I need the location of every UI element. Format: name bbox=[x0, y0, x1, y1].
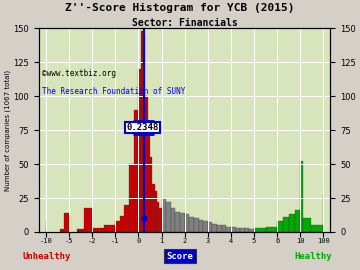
Bar bbox=[189, 217, 194, 232]
Bar bbox=[64, 213, 69, 232]
Text: The Research Foundation of SUNY: The Research Foundation of SUNY bbox=[42, 87, 185, 96]
Bar bbox=[203, 221, 208, 232]
Bar bbox=[77, 229, 84, 232]
Bar bbox=[150, 157, 152, 232]
Y-axis label: Number of companies (1067 total): Number of companies (1067 total) bbox=[4, 70, 11, 191]
Bar bbox=[154, 191, 157, 232]
Bar bbox=[249, 229, 254, 232]
Bar bbox=[198, 220, 203, 232]
Bar bbox=[171, 208, 175, 232]
Bar bbox=[294, 210, 300, 232]
Bar bbox=[60, 229, 64, 232]
Bar bbox=[222, 225, 226, 232]
Bar bbox=[208, 222, 212, 232]
Bar bbox=[235, 228, 240, 232]
Bar bbox=[194, 218, 198, 232]
Bar bbox=[129, 164, 134, 232]
Bar bbox=[148, 130, 150, 232]
Bar bbox=[185, 214, 189, 232]
Bar bbox=[141, 31, 143, 232]
Bar bbox=[175, 212, 180, 232]
Title: Sector: Financials: Sector: Financials bbox=[132, 18, 238, 28]
Text: Z''-Score Histogram for YCB (2015): Z''-Score Histogram for YCB (2015) bbox=[65, 3, 295, 13]
Bar bbox=[138, 69, 141, 232]
Bar bbox=[92, 228, 104, 232]
Bar bbox=[311, 225, 323, 232]
Bar bbox=[166, 202, 171, 232]
Text: Unhealthy: Unhealthy bbox=[23, 252, 71, 261]
Bar bbox=[159, 208, 162, 232]
Bar bbox=[104, 225, 115, 232]
Text: Healthy: Healthy bbox=[294, 252, 332, 261]
Text: 0.2348: 0.2348 bbox=[126, 123, 159, 132]
Bar bbox=[217, 225, 222, 232]
Text: ©www.textbiz.org: ©www.textbiz.org bbox=[42, 69, 116, 78]
Bar bbox=[157, 202, 159, 232]
Bar bbox=[115, 221, 120, 232]
Bar bbox=[162, 200, 166, 232]
Bar bbox=[145, 96, 148, 232]
Bar bbox=[254, 228, 266, 232]
Bar bbox=[231, 227, 235, 232]
Bar bbox=[303, 218, 311, 232]
Bar bbox=[120, 216, 125, 232]
Bar bbox=[180, 213, 185, 232]
Bar bbox=[134, 110, 138, 232]
Bar bbox=[300, 161, 303, 232]
Bar bbox=[277, 221, 283, 232]
Bar bbox=[289, 214, 294, 232]
Bar bbox=[152, 184, 154, 232]
Bar bbox=[226, 227, 231, 232]
Bar bbox=[266, 227, 277, 232]
Bar bbox=[212, 224, 217, 232]
Bar bbox=[245, 228, 249, 232]
Bar bbox=[143, 35, 145, 232]
Bar bbox=[125, 205, 129, 232]
Text: Score: Score bbox=[167, 252, 193, 261]
Bar bbox=[84, 208, 92, 232]
Bar bbox=[283, 217, 289, 232]
Bar bbox=[240, 228, 245, 232]
